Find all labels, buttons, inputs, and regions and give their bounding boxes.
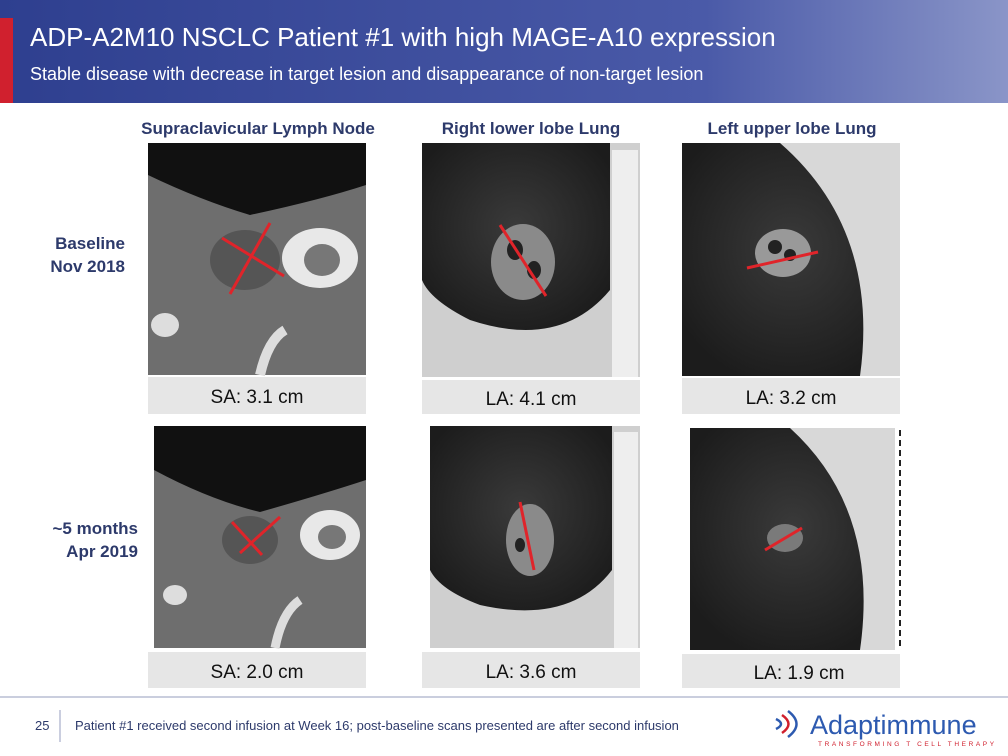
- ct-image: [682, 143, 900, 376]
- measurement: LA: 3.2 cm: [746, 388, 837, 409]
- column-header: Right lower lobe Lung: [442, 119, 620, 138]
- caption-box: [682, 378, 900, 414]
- row-label: Nov 2018: [50, 257, 125, 276]
- caption-box: [148, 652, 366, 688]
- ct-image: [154, 426, 366, 649]
- page-number: 25: [35, 718, 49, 733]
- header-band: [0, 0, 1008, 103]
- column-header: Supraclavicular Lymph Node: [141, 119, 375, 138]
- measurement: LA: 1.9 cm: [754, 663, 845, 684]
- measurement: LA: 3.6 cm: [486, 662, 577, 683]
- row-label: Baseline: [55, 234, 125, 253]
- footnote: Patient #1 received second infusion at W…: [75, 718, 679, 733]
- title: ADP-A2M10 NSCLC Patient #1 with high MAG…: [30, 22, 776, 52]
- caption-box: [422, 652, 640, 688]
- measurement: LA: 4.1 cm: [486, 389, 577, 410]
- measurement: SA: 2.0 cm: [211, 662, 304, 683]
- logo-name: Adaptimmune: [810, 710, 977, 740]
- row-label: Apr 2019: [66, 542, 138, 561]
- caption-box: [422, 380, 640, 414]
- logo-mark: [775, 710, 798, 738]
- ct-image: [430, 426, 640, 648]
- logo-tagline: TRANSFORMING T CELL THERAPY: [818, 741, 997, 748]
- row-label: ~5 months: [53, 519, 139, 538]
- subtitle: Stable disease with decrease in target l…: [30, 64, 703, 84]
- ct-image: [690, 428, 901, 650]
- ct-image: [422, 143, 640, 377]
- header-accent: [0, 18, 13, 103]
- measurement: SA: 3.1 cm: [211, 387, 304, 408]
- ct-image: [148, 143, 366, 377]
- caption-box: [148, 377, 366, 414]
- column-header: Left upper lobe Lung: [707, 119, 876, 138]
- caption-box: [682, 654, 900, 688]
